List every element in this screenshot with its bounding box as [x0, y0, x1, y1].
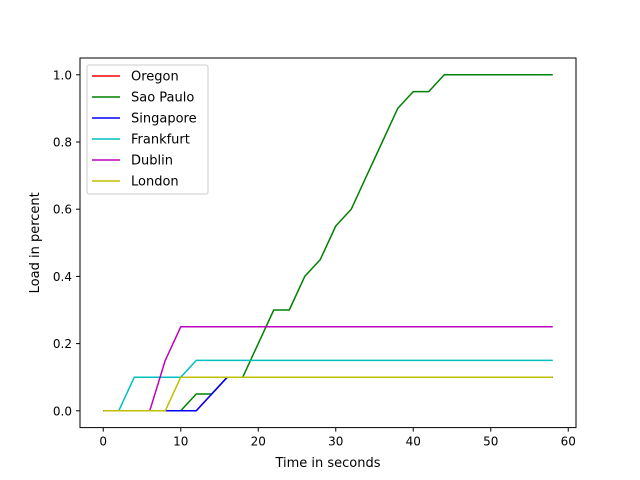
y-tick-label: 0.8: [53, 136, 72, 150]
x-tick-label: 30: [328, 435, 343, 449]
series-layer: [103, 74, 553, 412]
series-line-dublin: [103, 326, 553, 412]
x-axis: 0 10 20 30 40 50 60: [99, 427, 576, 449]
legend-label: Frankfurt: [131, 133, 190, 148]
legend-label: Dublin: [131, 154, 173, 169]
legend: Oregon Sao Paulo Singapore Frankfurt Dublin L…: [86, 64, 209, 195]
y-tick-label: 0.6: [53, 203, 72, 217]
legend-label: Oregon: [131, 70, 179, 85]
x-tick-label: 40: [406, 435, 421, 449]
y-axis: 0.0 0.2 0.4 0.6 0.8 1.0: [53, 68, 80, 418]
x-tick-label: 20: [251, 435, 266, 449]
x-tick-label: 10: [173, 435, 188, 449]
x-axis-label: Time in seconds: [274, 456, 380, 471]
legend-label: Singapore: [131, 112, 197, 127]
y-axis-label: Load in percent: [28, 192, 43, 293]
y-tick-label: 1.0: [53, 68, 72, 82]
series-line-london: [103, 376, 553, 412]
x-tick-label: 60: [561, 435, 576, 449]
y-tick-label: 0.0: [53, 404, 72, 418]
y-tick-label: 0.2: [53, 337, 72, 351]
y-tick-label: 0.4: [53, 270, 72, 284]
legend-label: London: [131, 175, 179, 190]
x-tick-label: 50: [483, 435, 498, 449]
x-tick-label: 0: [99, 435, 107, 449]
plot-frame: [79, 57, 577, 429]
series-line-frankfurt: [103, 359, 553, 412]
legend-label: Sao Paulo: [131, 91, 194, 106]
